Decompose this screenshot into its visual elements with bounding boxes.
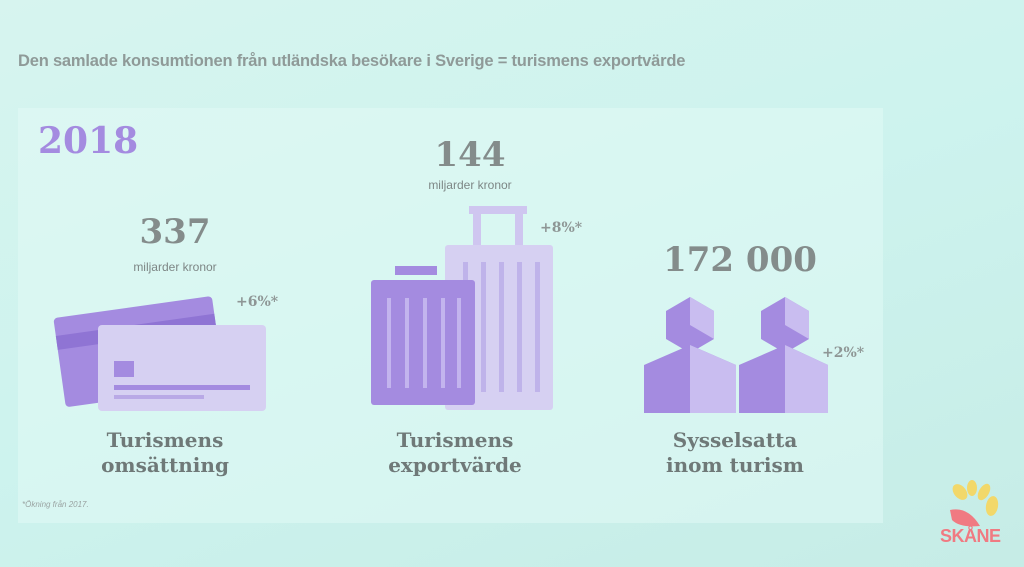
- stat-change-turnover: +6%*: [236, 294, 279, 310]
- stat-unit-turnover: miljarder kronor: [133, 260, 217, 274]
- label-line: Turismens: [396, 428, 514, 452]
- stat-value-export: 144: [434, 135, 506, 175]
- label-line: exportvärde: [388, 453, 522, 477]
- label-line: omsättning: [101, 453, 229, 477]
- skane-logo: SKÅNE: [940, 480, 1010, 550]
- footnote: *Ökning från 2017.: [22, 500, 89, 509]
- stat-value-turnover: 337: [139, 212, 211, 252]
- luggage-icon: [371, 206, 553, 410]
- skane-sun-logo: [950, 480, 999, 527]
- stat-label-employment: Sysselsatta inom turism: [630, 428, 840, 478]
- year-label: 2018: [38, 120, 139, 162]
- label-line: Sysselsatta: [672, 428, 798, 452]
- stat-change-employment: +2%*: [822, 345, 865, 361]
- stat-label-turnover: Turismens omsättning: [60, 428, 270, 478]
- logo-text: SKÅNE: [940, 526, 1001, 546]
- stat-unit-export: miljarder kronor: [428, 178, 512, 192]
- people-icon: [644, 297, 828, 413]
- credit-card-icon: [53, 296, 266, 411]
- label-line: Turismens: [106, 428, 224, 452]
- label-line: inom turism: [666, 453, 804, 477]
- stat-value-employment: 172 000: [663, 240, 817, 280]
- stat-label-export: Turismens exportvärde: [350, 428, 560, 478]
- stat-change-export: +8%*: [540, 220, 583, 236]
- slide-heading: Den samlade konsumtionen från utländska …: [18, 52, 686, 70]
